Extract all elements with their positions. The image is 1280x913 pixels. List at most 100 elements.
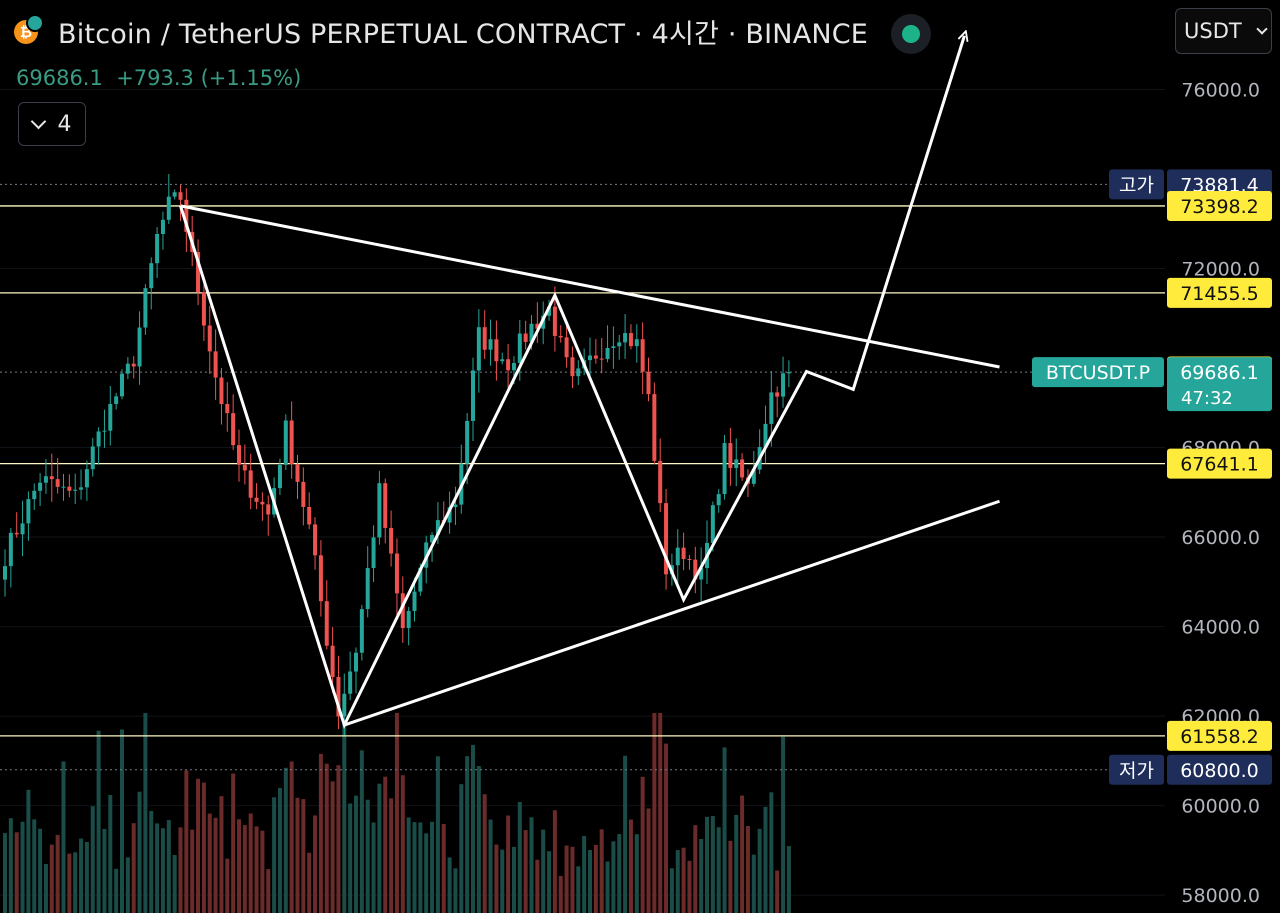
- volume-bar: [617, 834, 622, 913]
- volume-bar: [61, 761, 66, 913]
- volume-bar: [745, 825, 750, 913]
- candle-body: [32, 490, 37, 500]
- volume-bar: [406, 817, 411, 913]
- candle-body: [430, 534, 435, 543]
- candle-body: [67, 486, 72, 491]
- candle-body: [3, 566, 7, 580]
- candle-body: [43, 476, 48, 483]
- candle-body: [775, 392, 780, 397]
- candle-body: [73, 489, 78, 491]
- volume-bar: [20, 821, 25, 913]
- volume-bar: [318, 753, 323, 913]
- volume-bar: [541, 829, 546, 913]
- candle-body: [354, 652, 358, 672]
- price-label-box: [1167, 357, 1272, 412]
- volume-bar: [231, 773, 236, 913]
- volume-bar: [459, 784, 464, 913]
- candle-body: [108, 404, 113, 431]
- volume-bar: [710, 816, 715, 913]
- volume-bar: [658, 713, 663, 913]
- volume-bar: [675, 850, 680, 913]
- volume-bar: [588, 849, 592, 913]
- volume-bar: [465, 756, 470, 913]
- price-change: +793.3 (+1.15%): [116, 66, 302, 90]
- candle-body: [160, 219, 165, 234]
- volume-bar: [705, 816, 709, 913]
- chart-header: ₿ Bitcoin / TetherUS PERPETUAL CONTRACT …: [14, 12, 868, 51]
- candle-body: [295, 464, 300, 482]
- volume-bar: [640, 776, 645, 913]
- candle-body: [640, 339, 645, 372]
- volume-bar: [447, 857, 452, 913]
- volume-bar: [55, 834, 60, 913]
- bar-countdown: 47:32: [1181, 388, 1233, 409]
- candle-body: [330, 645, 335, 678]
- volume-bar: [225, 858, 230, 913]
- candle-body: [535, 323, 540, 329]
- candle-body: [359, 609, 364, 653]
- candle-body: [710, 505, 715, 543]
- candle-body: [517, 333, 522, 364]
- symbol-title[interactable]: Bitcoin / TetherUS PERPETUAL CONTRACT · …: [58, 19, 869, 50]
- volume-bar: [482, 794, 487, 913]
- volume-bar: [652, 713, 657, 913]
- volume-bar: [8, 818, 13, 913]
- market-status-icon[interactable]: [891, 14, 931, 54]
- price-label-value: 61558.2: [1180, 726, 1259, 748]
- volume-bar: [254, 826, 259, 913]
- volume-bar: [383, 776, 388, 913]
- resistance-trendline[interactable]: [180, 204, 1000, 369]
- support-trendline[interactable]: [343, 499, 1000, 727]
- volume-bar: [453, 868, 458, 913]
- candle-body: [324, 601, 329, 646]
- volume-bar: [751, 854, 756, 913]
- candle-body: [494, 339, 499, 362]
- candle-body: [471, 370, 475, 421]
- candle-body: [114, 396, 119, 405]
- volume-bar: [535, 859, 540, 913]
- volume-bar: [43, 864, 48, 913]
- candle-body: [231, 413, 236, 446]
- price-label-value: 73398.2: [1180, 196, 1259, 218]
- candle-body: [564, 337, 569, 358]
- candle-body: [394, 553, 399, 594]
- candle-body: [313, 524, 318, 556]
- candle-body: [389, 527, 394, 554]
- volume-bar: [511, 846, 516, 913]
- volume-bar: [494, 844, 499, 913]
- volume-bar: [14, 832, 19, 913]
- price-tag-box: [1109, 169, 1164, 200]
- currency-selector[interactable]: USDT: [1175, 8, 1272, 54]
- volume-bar: [295, 797, 300, 913]
- candle-body: [79, 487, 84, 490]
- candle-body: [172, 192, 177, 197]
- candle-body: [26, 499, 31, 524]
- volume-bar: [342, 722, 347, 913]
- candle-body: [149, 263, 154, 289]
- volume-bar: [49, 844, 54, 913]
- candle-body: [90, 446, 95, 470]
- volume-bar: [160, 828, 165, 913]
- zigzag-projection-arrow[interactable]: [179, 36, 965, 730]
- candle-body: [570, 357, 575, 377]
- candle-body: [365, 568, 370, 610]
- volume-bar: [365, 799, 370, 913]
- volume-bar: [441, 823, 446, 913]
- candle-body: [196, 252, 201, 293]
- candle-body: [588, 355, 592, 361]
- volume-bar: [143, 713, 148, 913]
- indicator-collapse-button[interactable]: 4: [18, 102, 86, 146]
- last-price: 69686.1: [16, 66, 103, 90]
- volume-bar: [740, 795, 745, 913]
- candle-body: [371, 537, 376, 569]
- volume-bar: [576, 866, 581, 913]
- currency-label: USDT: [1184, 19, 1242, 43]
- candle-body: [184, 199, 189, 232]
- volume-bar: [400, 775, 405, 913]
- candle-body: [751, 469, 756, 484]
- volume-bar: [476, 765, 481, 913]
- volume-bar: [529, 817, 534, 913]
- candle-body: [687, 559, 692, 561]
- volume-bar: [377, 783, 382, 913]
